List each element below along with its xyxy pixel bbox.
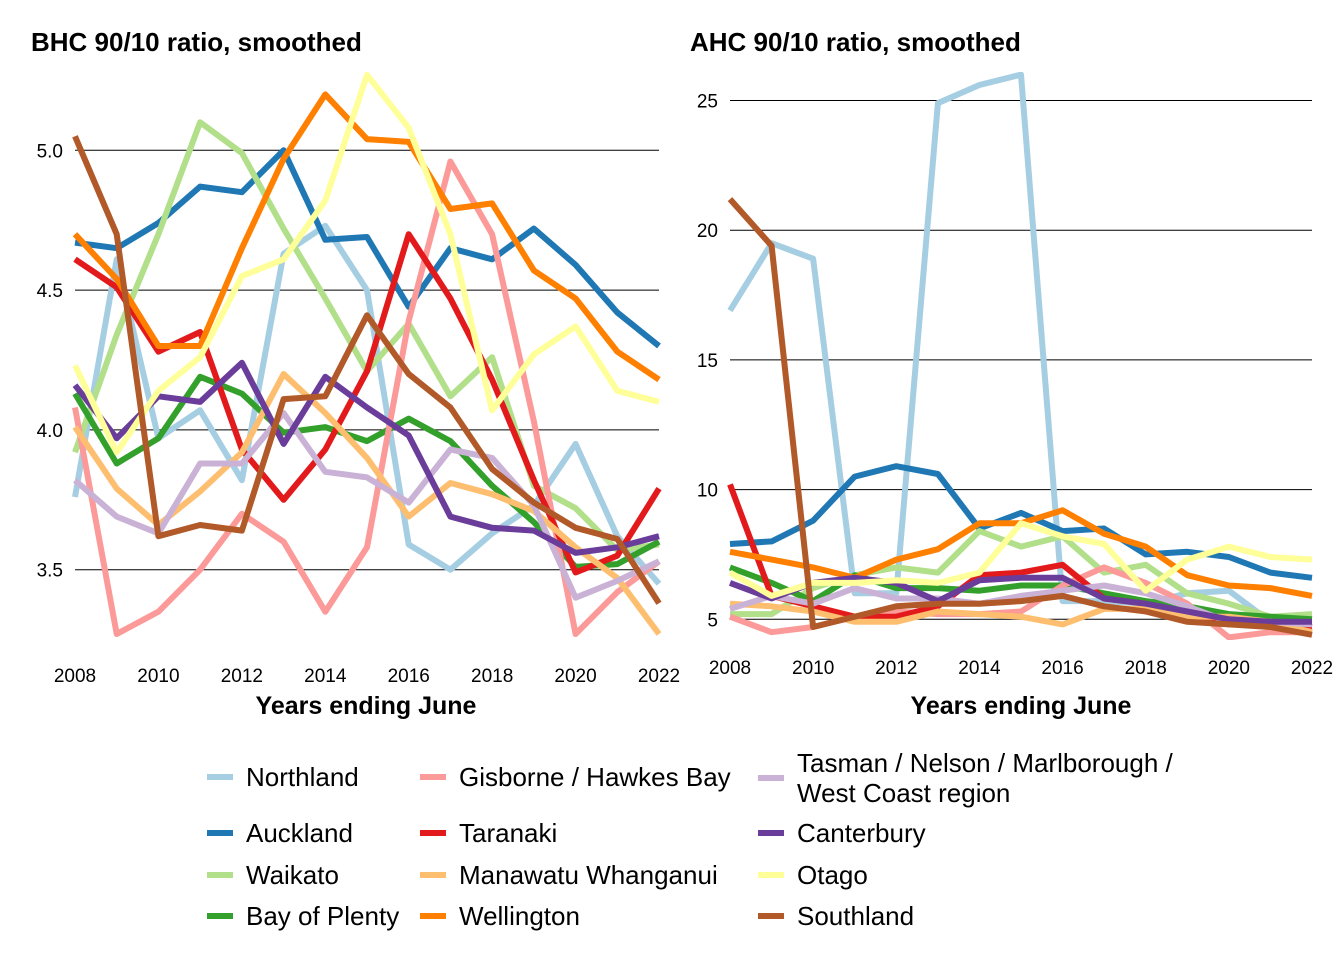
legend-item-otago: Otago [758,860,868,890]
legend-item-taranaki: Taranaki [420,818,557,848]
legend-item-manawatu-whanganui: Manawatu Whanganui [420,860,718,890]
bhc-panel: BHC 90/10 ratio, smoothed Years ending J… [31,27,680,720]
legend-label: Wellington [459,901,580,931]
legend-item-southland: Southland [758,901,914,931]
bhc-series-southland [72,135,662,605]
legend-swatch [207,872,233,878]
bhc-series-wellington [72,91,661,383]
legend-label: Gisborne / Hawkes Bay [459,762,731,792]
bhc-series-group [72,72,662,637]
legend-label: Taranaki [459,818,558,848]
bhc-chart-title: BHC 90/10 ratio, smoothed [31,27,362,57]
legend-swatch [758,775,784,781]
legend-item-waikato: Waikato [207,860,339,890]
legend-item-bay-of-plenty: Bay of Plenty [207,901,399,931]
bhc-x-axis-label: Years ending June [256,692,477,720]
bhc-series-otago [72,72,660,456]
legend-item-tasman-nelson-marlborough-west-coast-region: Tasman / Nelson / Marlborough / West Coa… [758,748,1173,808]
legend-label: Otago [797,860,868,890]
legend-swatch [420,774,446,780]
legend-swatch [207,913,233,919]
legend-swatch [758,830,784,836]
ahc-y-tick-label: 25 [697,92,718,113]
bhc-x-tick-label: 2022 [638,666,680,687]
ahc-x-tick-label: 2016 [1041,658,1083,679]
ahc-x-tick-label: 2022 [1291,658,1333,679]
bhc-series-canterbury [72,359,660,556]
bhc-x-tick-label: 2008 [54,666,96,687]
ahc-chart-title: AHC 90/10 ratio, smoothed [690,27,1021,57]
ahc-series-southland [727,197,1313,638]
ahc-x-tick-label: 2008 [709,658,751,679]
legend-swatch [207,774,233,780]
bhc-x-tick-label: 2018 [471,666,513,687]
ahc-y-tick-label: 15 [697,351,718,372]
legend-label: Tasman / Nelson / Marlborough / West Coa… [797,748,1173,808]
ahc-series-otago [728,520,1313,599]
legend-item-wellington: Wellington [420,901,580,931]
ahc-panel: AHC 90/10 ratio, smoothed Years ending J… [690,27,1333,720]
bhc-x-tick-label: 2014 [304,666,347,687]
legend-item-auckland: Auckland [207,818,353,848]
legend-label: Auckland [246,818,353,848]
bhc-y-tick-label: 4.5 [37,281,63,302]
legend-label: Northland [246,762,359,792]
ahc-series-group [727,72,1313,640]
legend-item-gisborne-hawkes-bay: Gisborne / Hawkes Bay [420,762,731,792]
bhc-series-auckland [74,147,661,349]
ahc-x-axis-label: Years ending June [911,692,1132,720]
bhc-x-tick-label: 2012 [221,666,263,687]
bhc-x-tick-label: 2020 [554,666,596,687]
bhc-x-tick-label: 2010 [137,666,179,687]
legend-swatch [420,913,446,919]
ahc-x-tick-label: 2012 [875,658,917,679]
legend-item-northland: Northland [207,762,359,792]
bhc-series-waikato [72,119,660,554]
bhc-y-tick-label: 3.5 [37,561,63,582]
ahc-y-tick-label: 5 [707,610,718,631]
bhc-x-tick-label: 2016 [388,666,430,687]
legend-swatch [420,872,446,878]
ahc-x-tick-label: 2014 [958,658,1001,679]
legend-label: Canterbury [797,818,926,848]
ahc-series-bay-of-plenty [728,564,1313,623]
ahc-x-tick-label: 2010 [792,658,834,679]
legend-item-canterbury: Canterbury [758,818,926,848]
legend-swatch [758,913,784,919]
legend-swatch [758,872,784,878]
legend-label: Waikato [246,860,339,890]
ahc-y-tick-label: 20 [697,221,718,242]
bhc-series-northland [72,222,662,586]
ahc-y-tick-label: 10 [697,481,718,502]
ahc-x-tick-label: 2018 [1125,658,1167,679]
legend-swatch [420,830,446,836]
legend-label: Southland [797,901,915,931]
bhc-series-tasman-nelson-marlborough-west-coast-region [73,410,661,601]
legend-label: Manawatu Whanganui [459,860,718,890]
bhc-y-tick-label: 5.0 [37,141,63,162]
legend-swatch [207,830,233,836]
bhc-y-tick-label: 4.0 [37,421,63,442]
ahc-x-tick-label: 2020 [1208,658,1250,679]
legend-label: Bay of Plenty [246,901,400,931]
ahc-series-northland [727,72,1313,630]
ahc-series-auckland [729,463,1313,581]
